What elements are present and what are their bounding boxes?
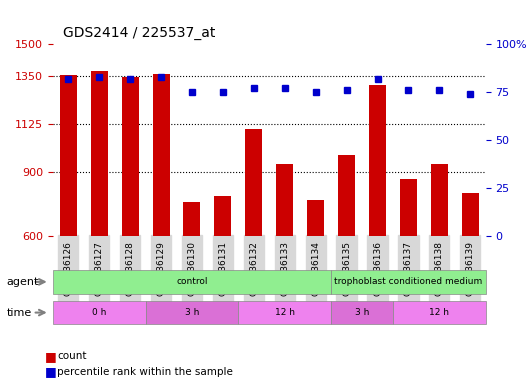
Text: GDS2414 / 225537_at: GDS2414 / 225537_at [63, 26, 216, 40]
Bar [431, 164, 448, 236]
Text: agent: agent [6, 277, 39, 287]
Bar [91, 71, 108, 236]
Text: 12 h: 12 h [429, 308, 449, 317]
Text: control: control [176, 277, 208, 286]
Text: 12 h: 12 h [275, 308, 295, 317]
Text: time: time [6, 308, 32, 318]
Bar [121, 76, 139, 236]
Text: 3 h: 3 h [355, 308, 369, 317]
Text: percentile rank within the sample: percentile rank within the sample [57, 367, 233, 377]
Bar [60, 75, 77, 236]
Bar [307, 200, 324, 236]
Bar [338, 155, 355, 236]
Text: ■: ■ [45, 365, 56, 378]
Bar [276, 164, 293, 236]
Bar [246, 129, 262, 236]
Text: 3 h: 3 h [185, 308, 199, 317]
Text: count: count [57, 351, 87, 361]
Text: ■: ■ [45, 350, 56, 363]
Bar [214, 195, 231, 236]
Text: trophoblast conditioned medium: trophoblast conditioned medium [334, 277, 483, 286]
Bar [462, 194, 479, 236]
Bar [153, 74, 169, 236]
Text: 0 h: 0 h [92, 308, 106, 317]
Bar [369, 85, 386, 236]
Bar [400, 179, 417, 236]
Bar [183, 202, 201, 236]
